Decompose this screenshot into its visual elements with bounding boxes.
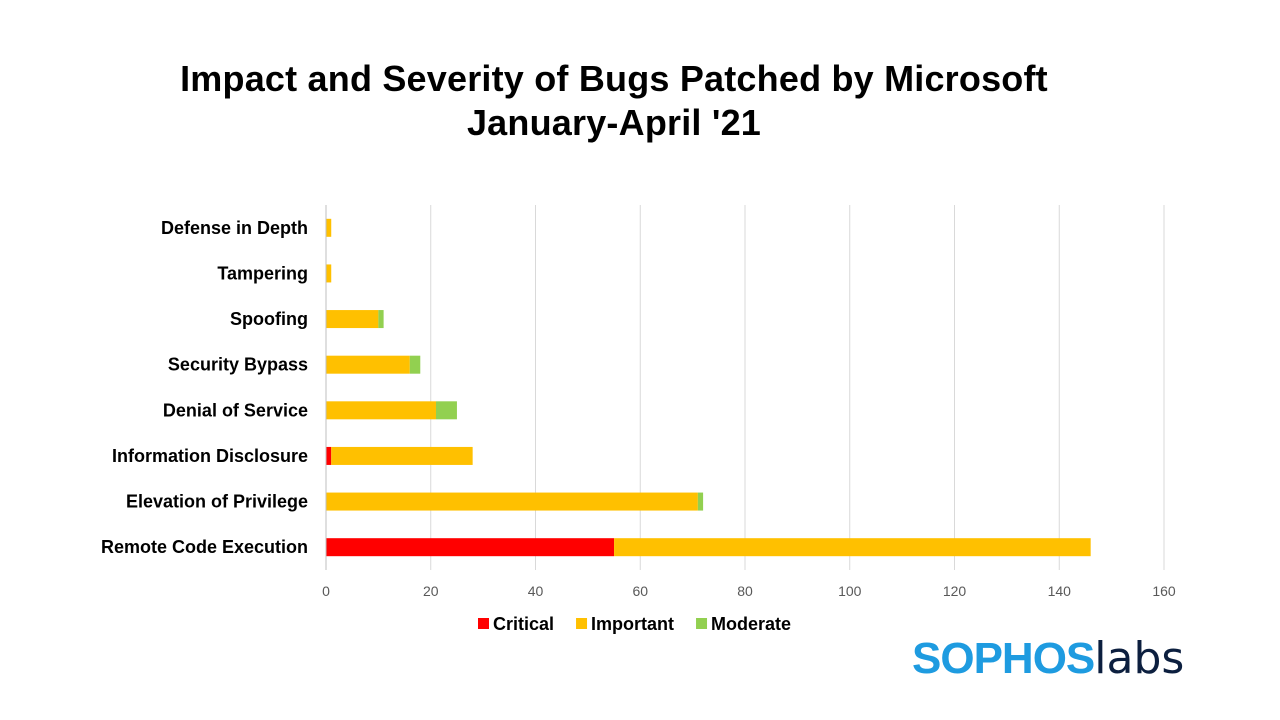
x-tick-label: 20 (423, 583, 439, 599)
x-tick-label: 80 (737, 583, 753, 599)
y-category-label: Spoofing (230, 309, 308, 329)
bar-important (326, 492, 698, 511)
legend-swatch-important (576, 618, 588, 629)
y-category-label: Remote Code Execution (101, 537, 308, 557)
x-tick-label: 60 (632, 583, 648, 599)
legend-label: Critical (493, 614, 554, 634)
y-category-label: Security Bypass (168, 355, 308, 375)
bar-important (331, 446, 473, 465)
bar-important (326, 310, 379, 329)
legend-swatch-critical (478, 618, 489, 629)
legend-swatch-moderate (696, 618, 708, 629)
bar-critical (326, 538, 615, 557)
x-tick-label: 100 (838, 583, 862, 599)
bar-moderate (409, 355, 421, 374)
logo-suffix: labs (1094, 633, 1185, 684)
sophoslabs-logo: SOPHOSlabs (912, 634, 1184, 684)
logo-brand: SOPHOS (912, 634, 1095, 683)
bar-important (326, 264, 332, 283)
chart-title: Impact and Severity of Bugs Patched by M… (180, 58, 1048, 99)
x-tick-label: 120 (943, 583, 967, 599)
bar-important (326, 218, 332, 237)
y-category-label: Denial of Service (163, 400, 308, 420)
y-category-label: Defense in Depth (161, 218, 308, 238)
chart-subtitle: January-April '21 (466, 102, 762, 143)
y-category-label: Information Disclosure (112, 446, 308, 466)
bar-important (326, 355, 410, 374)
y-category-label: Tampering (217, 263, 308, 283)
bar-moderate (435, 401, 457, 420)
x-tick-label: 0 (322, 583, 330, 599)
bar-critical (326, 446, 332, 465)
bar-moderate (378, 310, 384, 329)
y-category-label: Elevation of Privilege (126, 492, 308, 512)
x-tick-label: 160 (1152, 583, 1176, 599)
x-tick-label: 140 (1048, 583, 1072, 599)
legend-label: Moderate (711, 614, 791, 634)
bar-moderate (697, 492, 704, 511)
legend-label: Important (591, 614, 674, 634)
bar-important (326, 401, 436, 420)
bar-important (614, 538, 1091, 557)
x-tick-label: 40 (528, 583, 544, 599)
